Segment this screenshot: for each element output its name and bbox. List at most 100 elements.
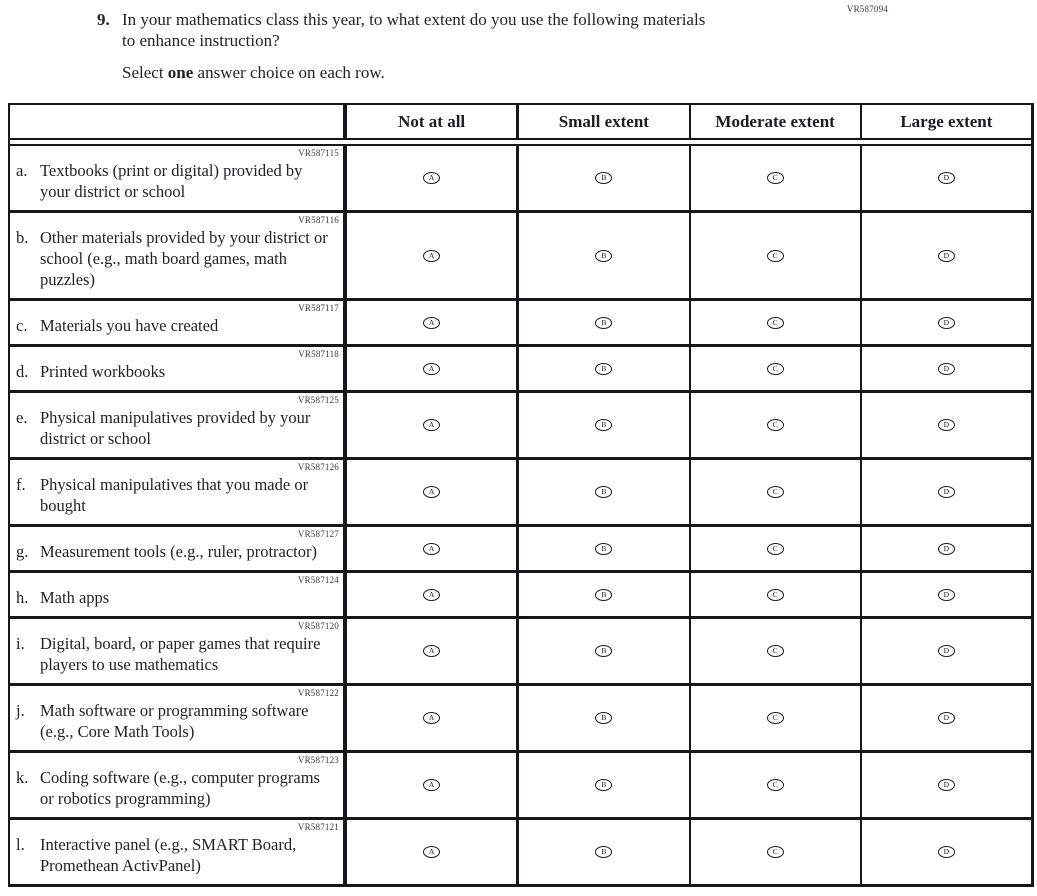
answer-bubble-c[interactable]: C	[766, 588, 784, 601]
answer-bubble-b[interactable]: B	[595, 779, 613, 791]
answer-bubble-a[interactable]: A	[423, 588, 441, 601]
answer-bubble-d[interactable]: D	[937, 316, 955, 329]
answer-bubble-b[interactable]: B	[595, 645, 613, 657]
table-row: VR587120 i. Digital, board, or paper gam…	[10, 619, 1031, 686]
table-row: VR587121 l. Interactive panel (e.g., SMA…	[10, 820, 1031, 884]
answer-cell-not-at-all: A	[347, 146, 520, 210]
answer-bubble-d[interactable]: D	[937, 542, 955, 555]
row-label-wrap: h. Math apps	[10, 586, 343, 616]
answer-bubble-d[interactable]: D	[937, 249, 955, 262]
answer-bubble-d[interactable]: D	[937, 172, 955, 184]
bubble-letter: D	[943, 713, 950, 722]
answer-bubble-d[interactable]: D	[937, 588, 955, 601]
row-label-cell: VR587124 h. Math apps	[10, 573, 347, 616]
answer-bubble-d[interactable]: D	[937, 712, 955, 724]
answer-bubble-b[interactable]: B	[595, 362, 613, 375]
answer-bubble-c[interactable]: C	[766, 249, 784, 262]
answer-cell-small-extent: B	[519, 393, 691, 457]
table-body: VR587115 a. Textbooks (print or digital)…	[10, 146, 1031, 884]
answer-bubble-d[interactable]: D	[937, 362, 955, 375]
bubble-letter: B	[601, 363, 607, 373]
answer-cell-moderate-extent: C	[691, 213, 862, 298]
answer-cell-small-extent: B	[519, 686, 691, 750]
row-label-cell: VR587121 l. Interactive panel (e.g., SMA…	[10, 820, 347, 884]
table-row: VR587123 k. Coding software (e.g., compu…	[10, 753, 1031, 820]
answer-bubble-d[interactable]: D	[937, 645, 955, 657]
answer-bubble-c[interactable]: C	[766, 316, 784, 329]
answer-cell-large-extent: D	[862, 573, 1031, 616]
answer-bubble-c[interactable]: C	[766, 362, 784, 375]
row-letter: h.	[16, 588, 29, 607]
bubble-letter: B	[601, 847, 607, 856]
column-header-moderate-extent: Moderate extent	[691, 105, 862, 138]
page-vr-code: VR587094	[846, 4, 888, 14]
answer-cell-not-at-all: A	[347, 347, 520, 390]
answer-cell-large-extent: D	[862, 393, 1031, 457]
answer-bubble-d[interactable]: D	[937, 486, 955, 498]
answer-cell-small-extent: B	[519, 301, 691, 344]
answer-bubble-c[interactable]: C	[766, 712, 784, 724]
answer-bubble-b[interactable]: B	[595, 712, 613, 724]
answer-cell-small-extent: B	[519, 527, 691, 570]
answer-bubble-c[interactable]: C	[766, 846, 784, 858]
answer-cell-moderate-extent: C	[691, 347, 862, 390]
answer-cell-moderate-extent: C	[691, 146, 862, 210]
row-label-cell: VR587118 d. Printed workbooks	[10, 347, 347, 390]
answer-cell-not-at-all: A	[347, 573, 520, 616]
row-letter: k.	[16, 768, 29, 787]
answer-bubble-c[interactable]: C	[766, 542, 784, 555]
answer-bubble-b[interactable]: B	[595, 588, 613, 601]
answer-cell-not-at-all: A	[347, 213, 520, 298]
answer-bubble-b[interactable]: B	[595, 542, 613, 555]
answer-cell-moderate-extent: C	[691, 573, 862, 616]
answer-bubble-c[interactable]: C	[766, 779, 784, 791]
row-label-cell: VR587127 g. Measurement tools (e.g., rul…	[10, 527, 347, 570]
answer-bubble-a[interactable]: A	[423, 316, 441, 329]
bubble-letter: D	[943, 250, 950, 260]
answer-bubble-a[interactable]: A	[423, 362, 441, 375]
answer-bubble-a[interactable]: A	[423, 249, 441, 262]
answer-bubble-c[interactable]: C	[766, 486, 784, 498]
answer-bubble-d[interactable]: D	[937, 846, 955, 858]
answer-bubble-a[interactable]: A	[423, 542, 441, 555]
answer-bubble-b[interactable]: B	[595, 172, 613, 184]
row-label: Math software or programming software (e…	[40, 701, 309, 741]
bubble-letter: B	[601, 780, 607, 789]
answer-bubble-a[interactable]: A	[423, 645, 441, 657]
row-vr-code: VR587115	[298, 148, 339, 158]
bubble-letter: A	[428, 173, 435, 182]
answer-bubble-c[interactable]: C	[766, 172, 784, 184]
answer-bubble-a[interactable]: A	[423, 172, 441, 184]
bubble-letter: A	[428, 847, 435, 856]
row-label: Other materials provided by your distric…	[40, 228, 328, 289]
answer-cell-small-extent: B	[519, 820, 691, 884]
row-label-wrap: e. Physical manipulatives provided by yo…	[10, 406, 343, 457]
answer-bubble-a[interactable]: A	[423, 779, 441, 791]
answer-bubble-a[interactable]: A	[423, 486, 441, 498]
answer-bubble-a[interactable]: A	[423, 419, 441, 431]
row-label: Physical manipulatives that you made or …	[40, 475, 309, 515]
answer-bubble-b[interactable]: B	[595, 486, 613, 498]
answer-bubble-c[interactable]: C	[766, 419, 784, 431]
row-label-wrap: j. Math software or programming software…	[10, 699, 343, 750]
answer-bubble-b[interactable]: B	[595, 249, 613, 262]
answer-bubble-b[interactable]: B	[595, 846, 613, 858]
row-vr-code: VR587127	[297, 529, 339, 539]
table-row: VR587126 f. Physical manipulatives that …	[10, 460, 1031, 527]
answer-cell-not-at-all: A	[347, 753, 520, 817]
bubble-letter: C	[772, 420, 778, 429]
answer-bubble-b[interactable]: B	[595, 419, 613, 431]
answer-bubble-d[interactable]: D	[937, 779, 955, 791]
answer-bubble-b[interactable]: B	[595, 316, 613, 329]
answer-bubble-a[interactable]: A	[423, 712, 441, 724]
answer-cell-not-at-all: A	[347, 460, 520, 524]
answer-bubble-d[interactable]: D	[937, 419, 955, 431]
answer-bubble-a[interactable]: A	[423, 846, 441, 858]
bubble-letter: C	[772, 487, 778, 496]
row-label-wrap: b. Other materials provided by your dist…	[10, 226, 343, 298]
answer-bubble-c[interactable]: C	[766, 645, 784, 657]
bubble-letter: B	[601, 713, 607, 722]
row-label-cell: VR587116 b. Other materials provided by …	[10, 213, 347, 298]
question-text-line-2: to enhance instruction?	[122, 31, 280, 50]
